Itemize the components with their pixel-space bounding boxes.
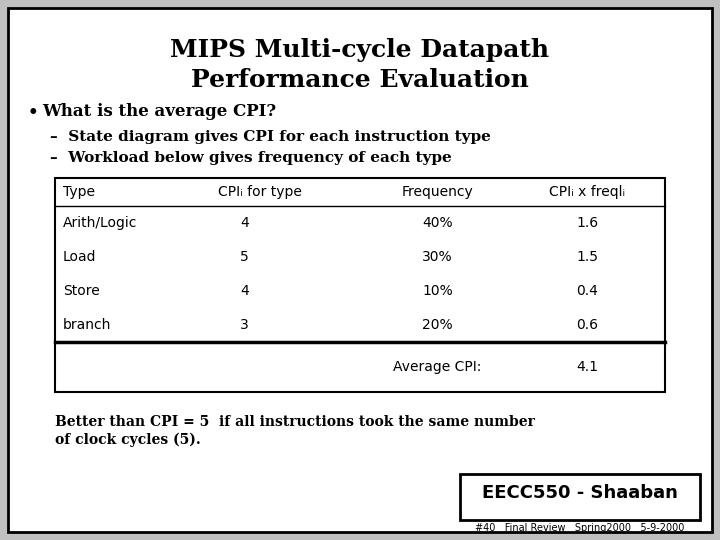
Text: 1.6: 1.6: [577, 216, 598, 230]
Text: Performance Evaluation: Performance Evaluation: [191, 68, 529, 92]
Text: 4: 4: [240, 284, 248, 298]
Text: •: •: [28, 104, 39, 120]
Text: 4.1: 4.1: [577, 360, 598, 374]
Text: Type: Type: [63, 185, 95, 199]
Text: Load: Load: [63, 250, 96, 264]
Text: –  State diagram gives CPI for each instruction type: – State diagram gives CPI for each instr…: [50, 130, 491, 144]
Text: 30%: 30%: [422, 250, 453, 264]
Text: Arith/Logic: Arith/Logic: [63, 216, 138, 230]
Text: CPIᵢ for type: CPIᵢ for type: [218, 185, 302, 199]
Text: 40%: 40%: [422, 216, 453, 230]
Text: What is the average CPI?: What is the average CPI?: [42, 104, 276, 120]
Text: 20%: 20%: [422, 318, 453, 332]
Bar: [55, 178, 665, 392]
Text: Better than CPI = 5  if all instructions took the same number: Better than CPI = 5 if all instructions …: [55, 415, 535, 429]
Text: 5: 5: [240, 250, 248, 264]
Text: #40   Final Review   Spring2000   5-9-2000: #40 Final Review Spring2000 5-9-2000: [475, 523, 685, 533]
Text: –  Workload below gives frequency of each type: – Workload below gives frequency of each…: [50, 151, 451, 165]
Text: 1.5: 1.5: [577, 250, 598, 264]
Text: of clock cycles (5).: of clock cycles (5).: [55, 433, 201, 447]
Text: 10%: 10%: [422, 284, 453, 298]
Text: EECC550 - Shaaban: EECC550 - Shaaban: [482, 484, 678, 502]
Text: Average CPI:: Average CPI:: [393, 360, 482, 374]
Text: 4: 4: [240, 216, 248, 230]
Text: 0.6: 0.6: [577, 318, 598, 332]
Text: Store: Store: [63, 284, 100, 298]
Text: 3: 3: [240, 318, 248, 332]
Text: Frequency: Frequency: [402, 185, 473, 199]
Bar: [460, 474, 700, 520]
Text: branch: branch: [63, 318, 112, 332]
Text: MIPS Multi-cycle Datapath: MIPS Multi-cycle Datapath: [171, 38, 549, 62]
Text: 0.4: 0.4: [577, 284, 598, 298]
Text: CPIᵢ x freqlᵢ: CPIᵢ x freqlᵢ: [549, 185, 626, 199]
